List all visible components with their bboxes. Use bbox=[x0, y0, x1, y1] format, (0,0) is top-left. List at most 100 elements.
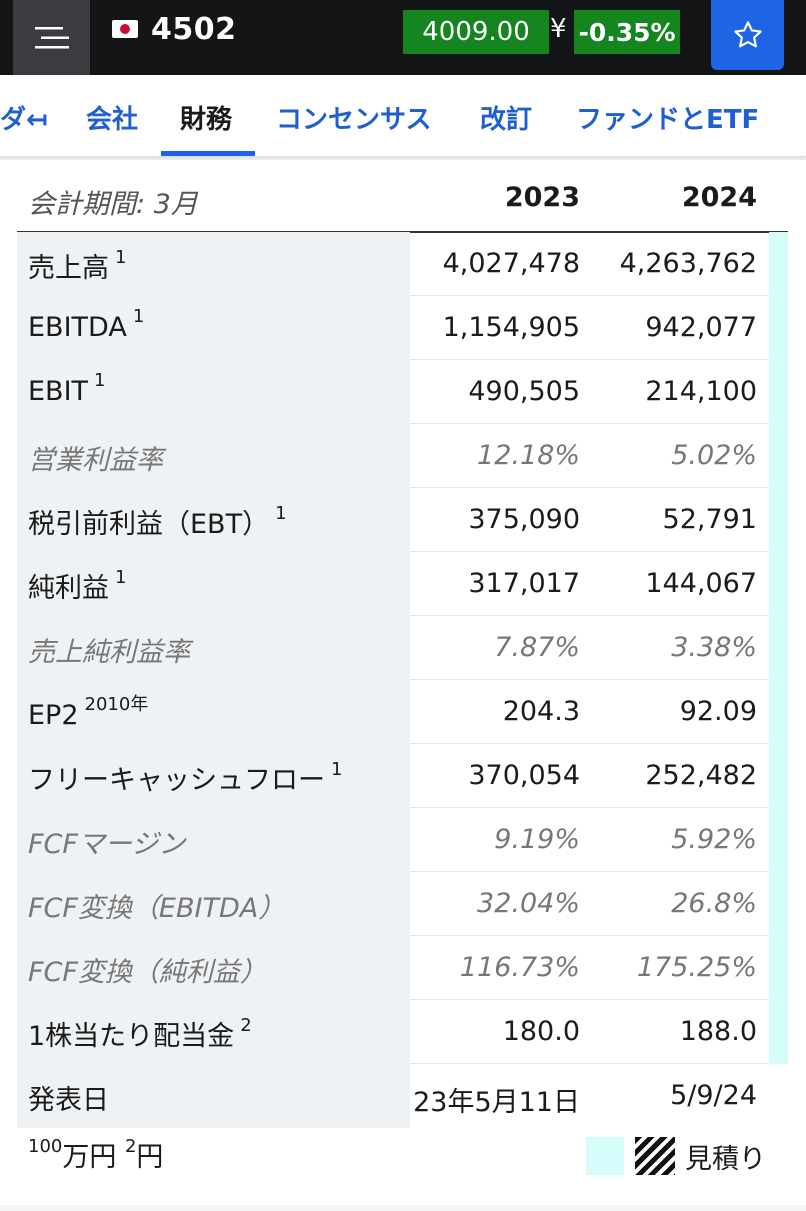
star-icon bbox=[733, 21, 762, 48]
row-label: FCF変換（純利益） bbox=[28, 957, 267, 988]
table-row: フリーキャッシュフロー 1 370,054 252,482 bbox=[17, 744, 788, 808]
estimate-column-shade bbox=[769, 808, 788, 872]
cell-2023: 490,505 bbox=[468, 376, 580, 407]
row-label-cell bbox=[17, 872, 410, 936]
cell-2023: 1,154,905 bbox=[442, 312, 580, 343]
row-label: 売上純利益率 bbox=[28, 637, 190, 668]
cell-2024: 5.92% bbox=[671, 824, 757, 855]
footnote-marker: 1 bbox=[115, 247, 127, 268]
estimate-column-shade bbox=[769, 616, 788, 680]
estimate-column-shade bbox=[769, 424, 788, 488]
cell-2024: 144,067 bbox=[645, 568, 757, 599]
estimate-column-shade bbox=[769, 552, 788, 616]
estimate-column-shade bbox=[769, 936, 788, 1000]
cell-2023: 23年5月11日 bbox=[413, 1087, 580, 1118]
cell-2024: 26.8% bbox=[671, 888, 757, 919]
cell-2023: 375,090 bbox=[468, 504, 580, 535]
table-row: EP2 2010年 204.3 92.09 bbox=[17, 680, 788, 744]
cell-2023: 317,017 bbox=[468, 568, 580, 599]
currency-symbol: ¥ bbox=[550, 14, 567, 44]
watchlist-button[interactable] bbox=[711, 0, 784, 70]
cell-2024: 5.02% bbox=[671, 440, 757, 471]
table-row: EBIT 1 490,505 214,100 bbox=[17, 360, 788, 424]
tab-financials[interactable]: 財務 bbox=[180, 105, 233, 135]
row-label: 売上高 1 bbox=[28, 247, 127, 284]
row-label: フリーキャッシュフロー 1 bbox=[28, 759, 343, 796]
table-row: 売上純利益率 7.87% 3.38% bbox=[17, 616, 788, 680]
cell-2023: 4,027,478 bbox=[442, 248, 580, 279]
estimate-column-shade bbox=[769, 488, 788, 552]
cell-2023: 370,054 bbox=[468, 760, 580, 791]
estimate-legend-label: 見積り bbox=[685, 1144, 766, 1175]
tab-funds-etf[interactable]: ファンドとETF bbox=[576, 105, 760, 135]
cell-2024: 4,263,762 bbox=[619, 248, 757, 279]
estimate-column-shade bbox=[769, 360, 788, 424]
table-row: 売上高 1 4,027,478 4,263,762 bbox=[17, 232, 788, 296]
price-badge: 4009.00 bbox=[403, 10, 549, 54]
table-row: 純利益 1 317,017 144,067 bbox=[17, 552, 788, 616]
row-label: EBITDA 1 bbox=[28, 306, 145, 343]
table-row: 税引前利益（EBT） 1 375,090 52,791 bbox=[17, 488, 788, 552]
cell-2024: 942,077 bbox=[645, 312, 757, 343]
cell-2024: 92.09 bbox=[679, 696, 757, 727]
change-badge: -0.35% bbox=[574, 10, 680, 54]
menu-button[interactable] bbox=[13, 0, 90, 75]
japan-flag-icon bbox=[112, 20, 138, 38]
row-label-cell bbox=[17, 296, 410, 360]
row-label: 営業利益率 bbox=[28, 445, 163, 476]
estimate-column-shade bbox=[769, 296, 788, 360]
row-label-cell bbox=[17, 424, 410, 488]
fiscal-period-label: 会計期間: 3月 bbox=[28, 189, 198, 220]
footnote-marker: 1 bbox=[132, 306, 145, 327]
tab-consensus[interactable]: コンセンサス bbox=[276, 105, 432, 135]
cell-2024: 5/9/24 bbox=[670, 1080, 757, 1111]
tab-bar: ダ↤ 会社 財務 コンセンサス 改訂 ファンドとETF bbox=[0, 75, 806, 157]
tab-company[interactable]: 会社 bbox=[86, 105, 139, 135]
cell-2024: 214,100 bbox=[645, 376, 757, 407]
row-label-cell bbox=[17, 1064, 410, 1128]
tab-data[interactable]: ダ↤ bbox=[0, 105, 48, 135]
row-label: 純利益 1 bbox=[28, 567, 127, 604]
table-row: EBITDA 1 1,154,905 942,077 bbox=[17, 296, 788, 360]
cell-2024: 252,482 bbox=[645, 760, 757, 791]
table-row: 発表日 23年5月11日 5/9/24 bbox=[17, 1064, 788, 1128]
table-row: FCF変換（純利益） 116.73% 175.25% bbox=[17, 936, 788, 1000]
cell-2024: 175.25% bbox=[636, 952, 757, 983]
row-label-cell bbox=[17, 744, 410, 808]
cell-2023: 180.0 bbox=[502, 1016, 580, 1047]
estimate-column-shade bbox=[769, 680, 788, 744]
estimate-column-shade bbox=[769, 1000, 788, 1064]
footnote-marker: 1 bbox=[331, 759, 343, 780]
row-label-cell bbox=[17, 808, 410, 872]
hatched-legend-swatch bbox=[635, 1137, 675, 1175]
table-row: FCF変換（EBITDA） 32.04% 26.8% bbox=[17, 872, 788, 936]
ticker-symbol: 4502 bbox=[151, 12, 237, 47]
cell-2023: 7.87% bbox=[494, 632, 580, 663]
year-header-2023: 2023 bbox=[504, 182, 580, 213]
row-label-cell bbox=[17, 232, 410, 296]
year-header-2024: 2024 bbox=[681, 182, 757, 213]
footnote-marker: 1 bbox=[275, 503, 287, 524]
estimate-column-shade bbox=[769, 232, 788, 296]
row-label-cell bbox=[17, 552, 410, 616]
tab-revisions[interactable]: 改訂 bbox=[480, 105, 533, 135]
active-tab-indicator bbox=[161, 151, 255, 156]
row-label: 税引前利益（EBT） 1 bbox=[28, 503, 287, 540]
cell-2023: 32.04% bbox=[477, 888, 580, 919]
estimate-legend-swatch bbox=[586, 1137, 624, 1175]
row-label-cell bbox=[17, 936, 410, 1000]
footnote-marker: 1 bbox=[94, 370, 106, 391]
table-row: 1株当たり配当金 2 180.0 188.0 bbox=[17, 1000, 788, 1064]
footnote-marker: 2 bbox=[240, 1015, 252, 1036]
cell-2023: 204.3 bbox=[502, 696, 580, 727]
row-label-cell bbox=[17, 1000, 410, 1064]
row-label: FCFマージン bbox=[28, 829, 186, 860]
row-label: 1株当たり配当金 2 bbox=[28, 1015, 252, 1052]
row-label: FCF変換（EBITDA） bbox=[28, 893, 286, 924]
cell-2024: 3.38% bbox=[671, 632, 757, 663]
cell-2023: 9.19% bbox=[494, 824, 580, 855]
table-row: 営業利益率 12.18% 5.02% bbox=[17, 424, 788, 488]
row-label-cell bbox=[17, 360, 410, 424]
row-label: 発表日 bbox=[28, 1085, 109, 1116]
cell-2023: 12.18% bbox=[477, 440, 580, 471]
